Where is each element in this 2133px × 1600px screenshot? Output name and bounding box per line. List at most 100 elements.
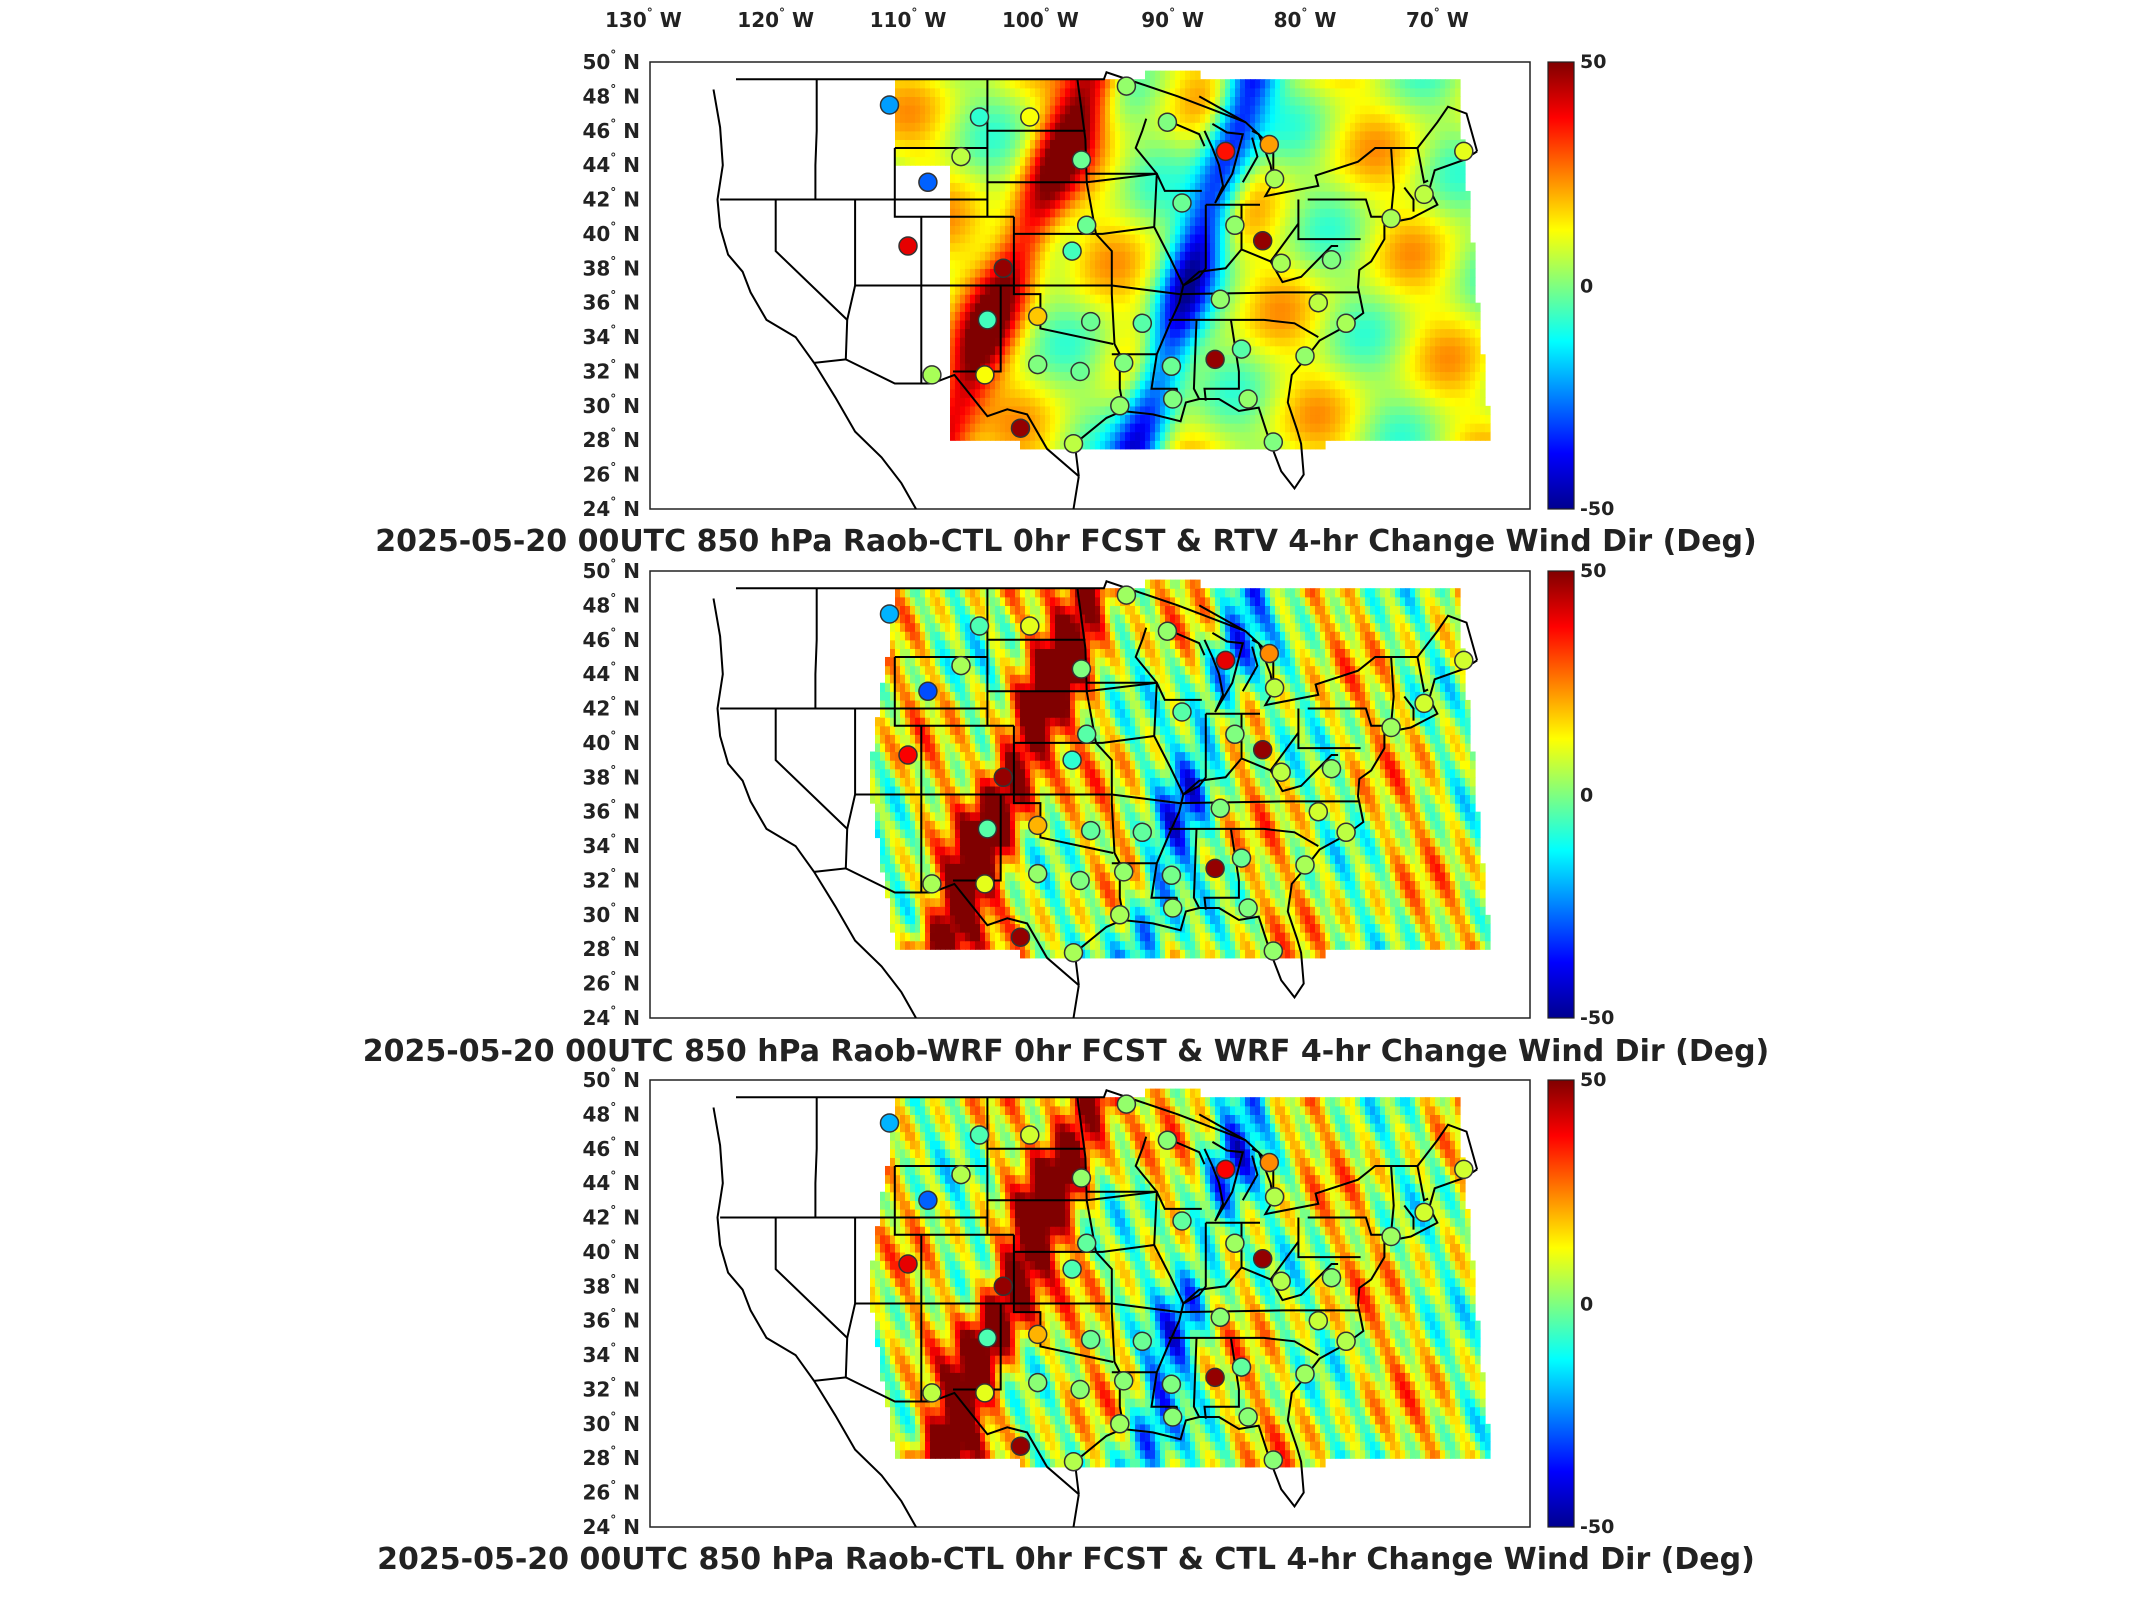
field-cell xyxy=(1380,940,1386,950)
field-cell xyxy=(995,328,1001,338)
field-cell xyxy=(1155,190,1161,201)
field-cell xyxy=(1080,405,1086,416)
field-cell xyxy=(1370,165,1376,175)
field-cell xyxy=(1135,440,1141,450)
field-cell xyxy=(1125,311,1131,321)
field-cell xyxy=(1180,79,1186,89)
field-cell xyxy=(1200,156,1206,166)
field-cell xyxy=(1025,362,1031,373)
field-cell xyxy=(1375,414,1381,424)
field-cell xyxy=(1095,216,1101,226)
field-cell xyxy=(1445,268,1451,278)
field-cell xyxy=(1245,190,1251,201)
field-cell xyxy=(1185,208,1191,218)
field-cell xyxy=(950,328,956,338)
field-cell xyxy=(1165,337,1171,347)
field-cell xyxy=(1035,932,1041,942)
field-cell xyxy=(1220,414,1226,424)
field-cell xyxy=(1095,380,1101,390)
field-cell xyxy=(1050,233,1056,244)
field-cell xyxy=(1360,104,1366,115)
field-cell xyxy=(1255,79,1261,89)
field-cell xyxy=(1340,276,1346,287)
field-cell xyxy=(940,156,946,166)
field-cell xyxy=(1025,199,1031,209)
field-cell xyxy=(1445,242,1451,252)
field-cell xyxy=(1320,225,1326,235)
field-cell xyxy=(1365,113,1371,123)
field-cell xyxy=(1240,87,1246,97)
field-cell xyxy=(1380,182,1386,192)
field-cell xyxy=(1335,414,1341,424)
field-cell xyxy=(975,251,981,261)
field-cell xyxy=(1200,302,1206,312)
field-cell xyxy=(1375,397,1381,407)
field-cell xyxy=(1220,225,1226,235)
field-cell xyxy=(1030,423,1036,433)
field-cell xyxy=(1365,139,1371,149)
field-cell xyxy=(1270,199,1276,209)
field-cell xyxy=(1075,122,1081,132)
field-cell xyxy=(1015,276,1021,287)
field-cell xyxy=(1005,302,1011,312)
field-cell xyxy=(1385,104,1391,115)
field-cell xyxy=(1150,156,1156,166)
field-cell xyxy=(1105,380,1111,390)
field-cell xyxy=(1150,405,1156,416)
field-cell xyxy=(1075,87,1081,97)
field-cell xyxy=(1330,208,1336,218)
field-cell xyxy=(1305,156,1311,166)
field-cell xyxy=(1450,302,1456,312)
field-cell xyxy=(1060,259,1066,269)
field-cell xyxy=(1425,225,1431,235)
field-cell xyxy=(1165,173,1171,183)
field-cell xyxy=(1005,147,1011,158)
boundary-line xyxy=(1182,204,1207,287)
field-cell xyxy=(1160,380,1166,390)
field-cell xyxy=(975,354,981,364)
field-cell xyxy=(1015,319,1021,330)
field-cell xyxy=(985,354,991,364)
field-cell xyxy=(1370,371,1376,381)
field-cell xyxy=(1100,302,1106,312)
field-cell xyxy=(1385,156,1391,166)
field-cell xyxy=(1360,182,1366,192)
field-cell xyxy=(1225,165,1231,175)
field-cell xyxy=(1420,156,1426,166)
field-cell xyxy=(985,337,991,347)
field-cell xyxy=(1130,294,1136,304)
field-cell xyxy=(1160,173,1166,183)
field-cell xyxy=(1040,388,1046,398)
field-cell xyxy=(1110,380,1116,390)
field-cell xyxy=(1380,96,1386,106)
field-cell xyxy=(1310,113,1316,123)
field-cell xyxy=(1190,328,1196,338)
field-cell xyxy=(1030,165,1036,175)
field-cell xyxy=(1385,371,1391,381)
field-cell xyxy=(1055,79,1061,89)
field-cell xyxy=(1120,182,1126,192)
field-cell xyxy=(1035,182,1041,192)
field-cell xyxy=(1420,311,1426,321)
field-cell xyxy=(1245,423,1251,433)
field-cell xyxy=(1270,225,1276,235)
field-cell xyxy=(1465,199,1471,209)
field-cell xyxy=(1205,397,1211,407)
field-cell xyxy=(1145,156,1151,166)
field-cell xyxy=(995,139,1001,149)
field-cell xyxy=(1255,932,1261,942)
field-cell xyxy=(1220,276,1226,287)
field-cell xyxy=(1330,414,1336,424)
field-cell xyxy=(1155,113,1161,123)
field-cell xyxy=(1300,182,1306,192)
field-cell xyxy=(1400,199,1406,209)
field-cell xyxy=(990,190,996,201)
field-cell xyxy=(1165,276,1171,287)
field-cell xyxy=(1175,423,1181,433)
field-cell xyxy=(1170,276,1176,287)
field-cell xyxy=(965,87,971,97)
field-cell xyxy=(1100,251,1106,261)
field-cell xyxy=(1055,208,1061,218)
field-cell xyxy=(1310,362,1316,373)
field-cell xyxy=(1305,208,1311,218)
